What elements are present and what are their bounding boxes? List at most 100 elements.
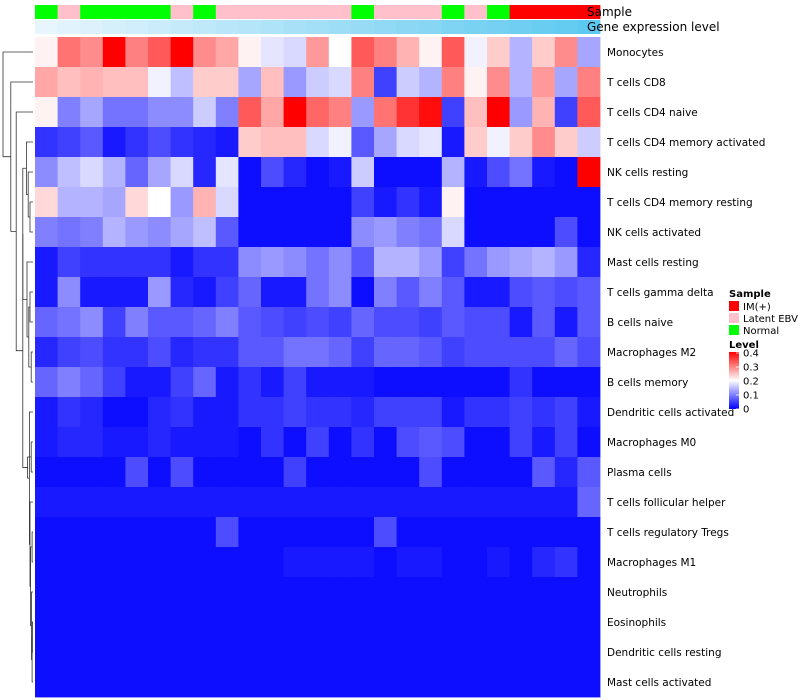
heatmap-cell	[577, 337, 601, 368]
gene-expression-annotation-cell	[577, 20, 601, 34]
heatmap-cell	[35, 337, 58, 368]
heatmap-cell	[148, 97, 171, 128]
heatmap-cell	[261, 67, 284, 98]
heatmap-cell	[193, 187, 217, 218]
heatmap-cell	[487, 277, 510, 308]
heatmap-cell	[215, 277, 239, 308]
heatmap-cell	[170, 367, 194, 398]
heatmap-cell	[374, 367, 397, 398]
heatmap-cell	[464, 157, 488, 188]
heatmap-cell	[577, 547, 601, 578]
heatmap-cell	[441, 367, 465, 398]
row-dendrogram	[2, 51, 33, 683]
heatmap-cell	[283, 277, 307, 308]
heatmap-cell	[577, 277, 601, 308]
sample-annotation-cell	[148, 5, 171, 19]
heatmap-cell	[170, 427, 194, 458]
heatmap-cell	[577, 577, 601, 608]
sample-annotation-cell	[351, 5, 375, 19]
heatmap-cell	[328, 67, 352, 98]
heatmap-cell	[374, 187, 397, 218]
heatmap-cell	[148, 577, 171, 608]
heatmap-cell	[509, 307, 533, 338]
heatmap-cell	[396, 547, 420, 578]
heatmap-cell	[464, 127, 488, 158]
sample-annotation-cell	[306, 5, 330, 19]
heatmap-cell	[80, 67, 104, 98]
heatmap-cell	[441, 37, 465, 68]
heatmap-cell	[80, 337, 104, 368]
heatmap-cell	[80, 367, 104, 398]
sample-legend-title: Sample	[729, 289, 771, 300]
heatmap-cell	[215, 667, 239, 698]
heatmap-cell	[102, 667, 126, 698]
level-legend-title: Level	[729, 340, 759, 351]
heatmap-cell	[80, 457, 104, 488]
heatmap-cell	[509, 577, 533, 608]
heatmap-cell	[396, 337, 420, 368]
heatmap-cell	[57, 307, 81, 338]
heatmap-cell	[170, 97, 194, 128]
sample-annotation-cell	[532, 5, 556, 19]
heatmap-cell	[193, 367, 217, 398]
heatmap-cell	[328, 307, 352, 338]
heatmap-cell	[441, 67, 465, 98]
heatmap-cell	[374, 457, 397, 488]
heatmap-cell	[215, 607, 239, 638]
heatmap-cell	[351, 217, 375, 248]
heatmap-cell	[396, 577, 420, 608]
heatmap-cell	[102, 367, 126, 398]
heatmap-cell	[328, 457, 352, 488]
heatmap-cell	[306, 337, 330, 368]
heatmap-cell	[396, 247, 420, 278]
heatmap-cell	[532, 157, 556, 188]
heatmap-cell	[102, 67, 126, 98]
heatmap-cell	[102, 517, 126, 548]
heatmap-cell	[125, 247, 149, 278]
heatmap-cell	[441, 217, 465, 248]
heatmap-cell	[35, 277, 58, 308]
dendrogram-branch	[29, 291, 33, 323]
sample-annotation-cell	[102, 5, 126, 19]
heatmap-cell	[419, 457, 443, 488]
heatmap-cell	[328, 217, 352, 248]
heatmap-cell	[351, 637, 375, 668]
heatmap-cell	[148, 667, 171, 698]
heatmap-cell	[35, 427, 58, 458]
heatmap-cell	[283, 667, 307, 698]
heatmap-cell	[328, 367, 352, 398]
heatmap-cell	[554, 667, 578, 698]
heatmap-cell	[193, 217, 217, 248]
heatmap-cell	[487, 247, 510, 278]
sample-legend-swatch	[729, 325, 739, 335]
heatmap-cell	[80, 127, 104, 158]
heatmap-cell	[193, 277, 217, 308]
heatmap-cell	[577, 607, 601, 638]
heatmap-cell	[238, 607, 262, 638]
heatmap-cell	[419, 217, 443, 248]
heatmap-cell	[193, 307, 217, 338]
sample-legend-label: IM(+)	[743, 302, 771, 313]
heatmap-cell	[419, 67, 443, 98]
heatmap-cell	[509, 97, 533, 128]
heatmap-cell	[419, 97, 443, 128]
heatmap-cell	[148, 187, 171, 218]
heatmap-cell	[215, 457, 239, 488]
heatmap-cell	[261, 277, 284, 308]
heatmap-cell	[215, 367, 239, 398]
sample-annotation-cell	[125, 5, 149, 19]
heatmap-cell	[306, 157, 330, 188]
row-label: Mast cells activated	[607, 677, 711, 689]
heatmap-cell	[193, 337, 217, 368]
sample-annotation-cell	[193, 5, 217, 19]
heatmap-cell	[419, 607, 443, 638]
heatmap-cell	[283, 367, 307, 398]
heatmap-cell	[148, 547, 171, 578]
row-label: NK cells activated	[607, 227, 701, 239]
heatmap-cell	[351, 457, 375, 488]
heatmap-cell	[396, 487, 420, 518]
heatmap-cell	[125, 637, 149, 668]
heatmap-cell	[487, 667, 510, 698]
heatmap-cell	[102, 487, 126, 518]
